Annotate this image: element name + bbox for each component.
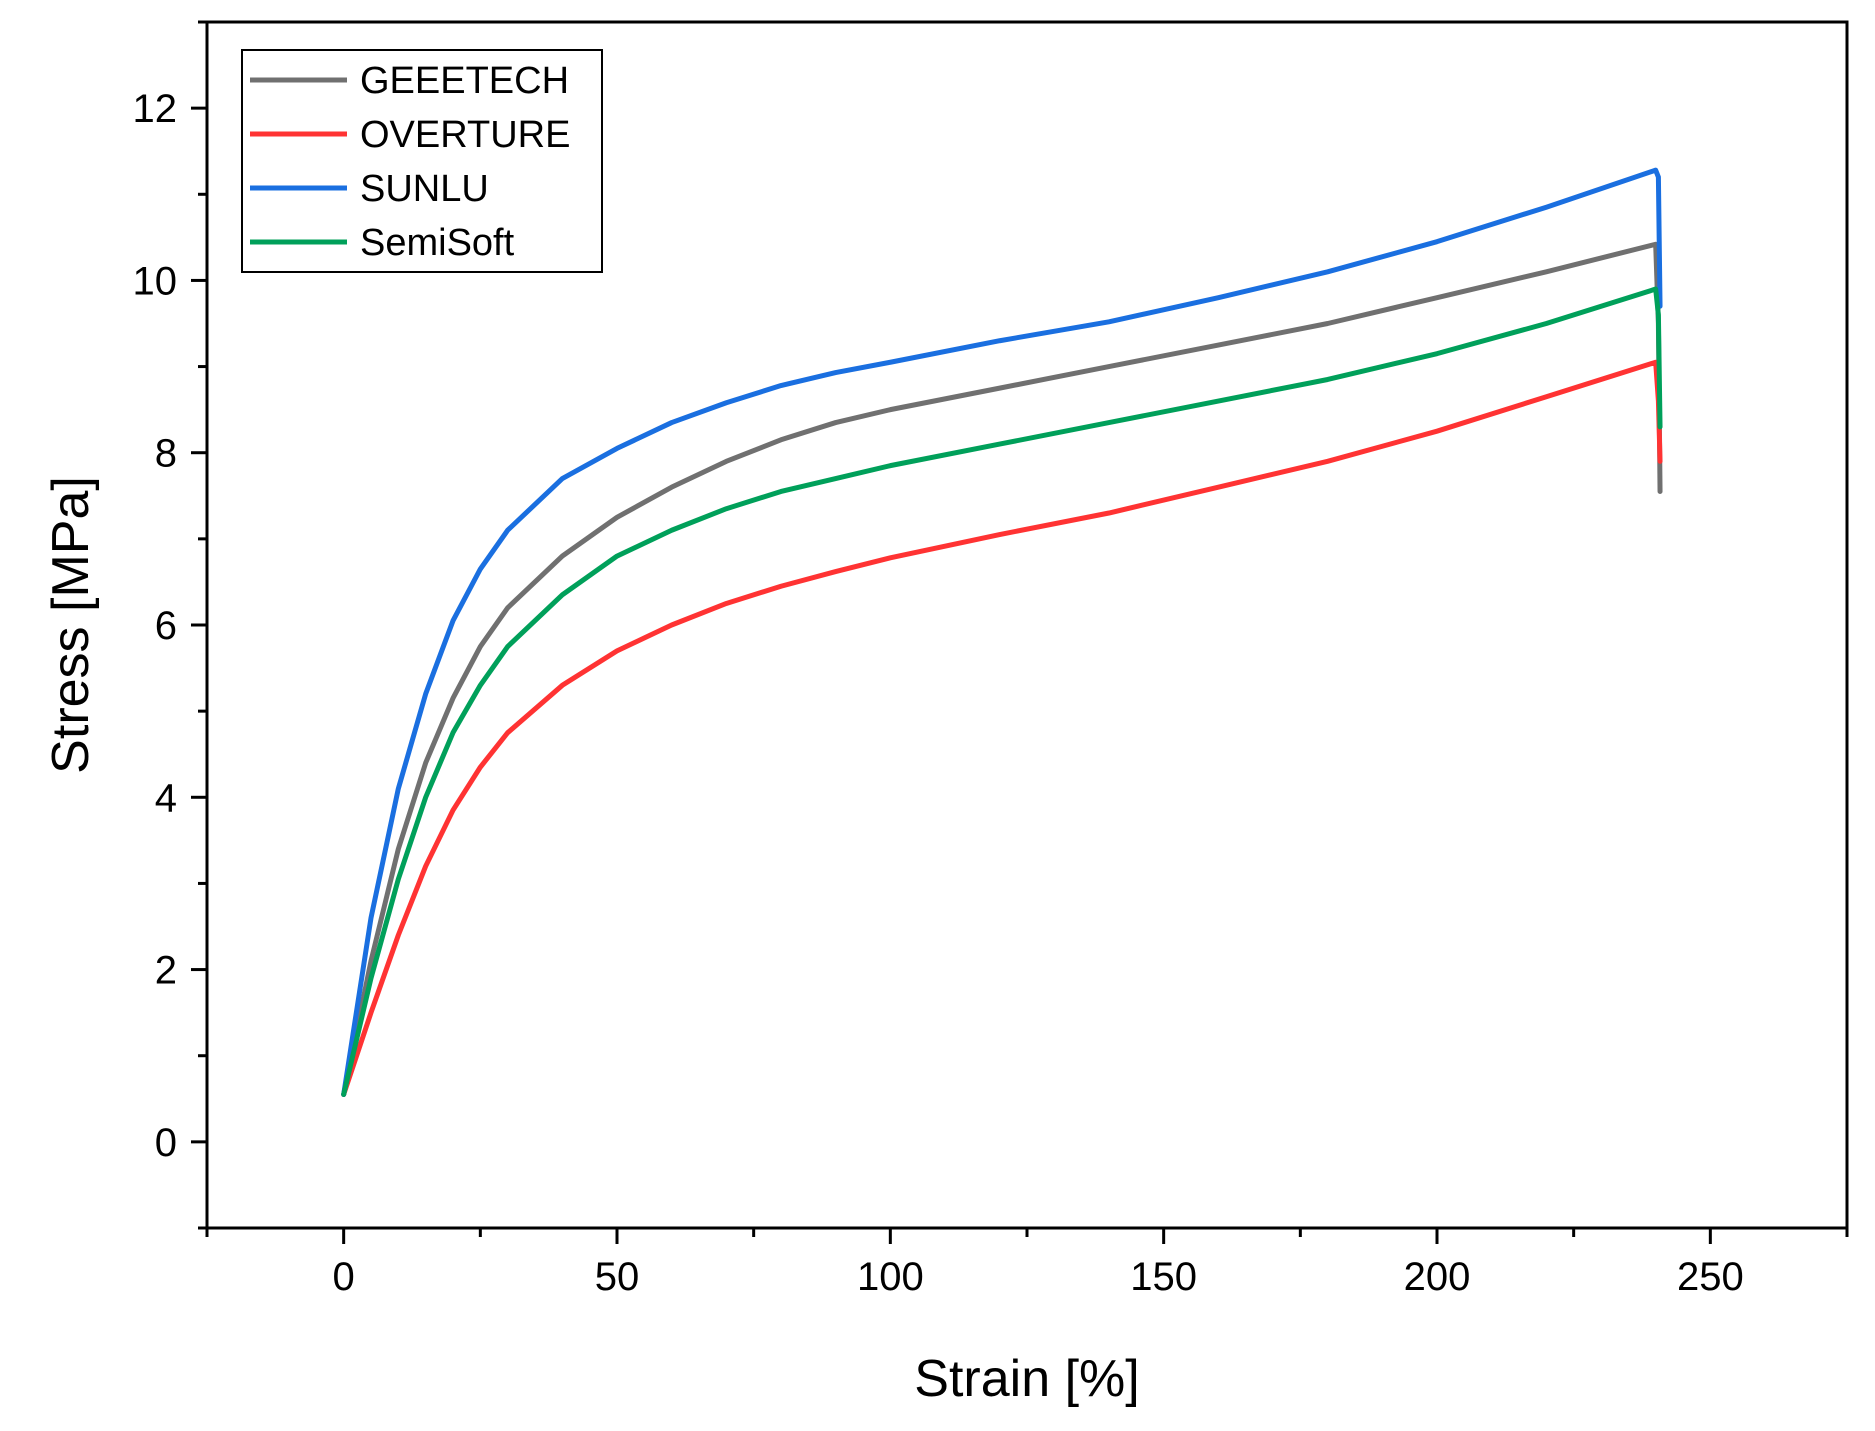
series-line-semisoft — [341, 286, 1663, 1097]
legend-label-semisoft: SemiSoft — [360, 222, 515, 264]
legend-label-overture: OVERTURE — [360, 114, 570, 156]
series-layer — [341, 167, 1663, 1097]
series-line-geeetech — [341, 241, 1663, 1097]
series-line-sunlu — [341, 167, 1663, 1097]
legend-label-sunlu: SUNLU — [360, 168, 489, 210]
legend: GEEETECH OVERTURE SUNLU SemiSoft — [241, 49, 603, 273]
y-tick-label: 4 — [155, 776, 177, 820]
y-tick-label: 0 — [155, 1121, 177, 1165]
legend-box — [241, 49, 603, 273]
y-tick-label: 2 — [155, 949, 177, 993]
y-tick-label: 10 — [133, 259, 178, 303]
series-line-overture — [341, 359, 1663, 1097]
x-axis-title: Strain [%] — [914, 1350, 1139, 1408]
major-ticks — [191, 106, 1712, 1244]
plot-frame — [205, 20, 1849, 1230]
x-tick-label: 100 — [857, 1255, 924, 1299]
y-tick-label: 12 — [133, 87, 178, 131]
x-tick-label: 200 — [1404, 1255, 1471, 1299]
y-axis-title: Stress [MPa] — [42, 476, 100, 774]
x-tick-label: 150 — [1130, 1255, 1197, 1299]
tick-labels: 0 50 100 150 200 250 0 2 4 6 8 10 12 — [133, 87, 1744, 1299]
x-tick-label: 50 — [595, 1255, 640, 1299]
x-tick-label: 0 — [333, 1255, 355, 1299]
y-tick-label: 8 — [155, 432, 177, 476]
y-tick-label: 6 — [155, 604, 177, 648]
legend-label-geeetech: GEEETECH — [360, 60, 569, 102]
x-tick-label: 250 — [1677, 1255, 1744, 1299]
